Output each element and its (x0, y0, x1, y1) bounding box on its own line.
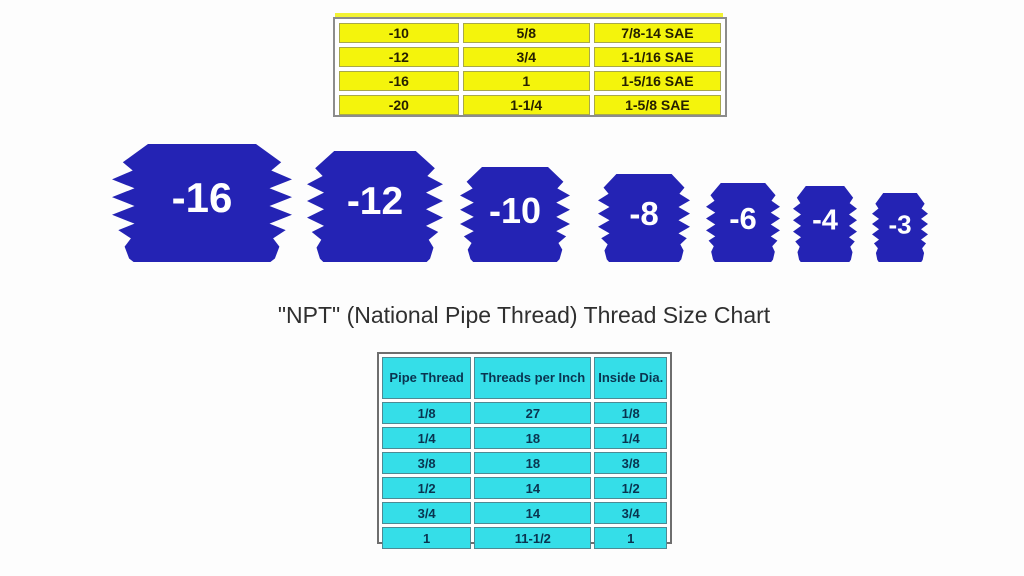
table-row: -12 3/4 1-1/16 SAE (339, 47, 721, 67)
table-cell: 7/8-14 SAE (593, 23, 721, 43)
fitting-label: -4 (812, 204, 838, 237)
table-cell: 1 (382, 527, 472, 549)
table-cell: -10 (339, 23, 459, 43)
table-cell: -20 (339, 95, 459, 115)
fitting-label: -8 (629, 195, 659, 233)
threaded-fitting-shape (112, 144, 292, 262)
fitting-dash10: -10 (460, 167, 570, 262)
table-cell: -16 (339, 71, 459, 91)
threaded-fitting-shape (598, 174, 690, 262)
sae-size-table-grid: -10 5/8 7/8-14 SAE -12 3/4 1-1/16 SAE -16 1 1-5/… (335, 19, 725, 119)
threaded-fitting-shape (793, 186, 857, 262)
table-cell: 27 (474, 402, 592, 424)
fitting-label: -10 (488, 189, 542, 231)
table-cell: 3/4 (462, 47, 590, 67)
table-cell: 5/8 (462, 23, 590, 43)
table-cell: 1 (462, 71, 590, 91)
table-cell: -12 (339, 47, 459, 67)
table-row: 1/4 18 1/4 (382, 427, 667, 449)
threaded-fitting-shape (706, 183, 780, 262)
fitting-dash8: -8 (598, 174, 690, 262)
table-cell: 3/4 (594, 502, 667, 524)
table-cell: 11-1/2 (474, 527, 592, 549)
table-cell: 3/4 (382, 502, 472, 524)
table-row: 1 11-1/2 1 (382, 527, 667, 549)
npt-table-body: 1/8 27 1/8 1/4 18 1/4 3/8 18 3/8 1/2 14 1/2 3/4 14 3/4… (382, 402, 667, 549)
table-cell: 1-5/16 SAE (593, 71, 721, 91)
table-row: 3/8 18 3/8 (382, 452, 667, 474)
npt-header-row: Pipe Thread Threads per Inch Inside Dia. (382, 357, 667, 399)
table-row: -20 1-1/4 1-5/8 SAE (339, 95, 721, 115)
table-cell: 1-1/4 (462, 95, 590, 115)
table-cell: 1-1/16 SAE (593, 47, 721, 67)
table-row: 1/8 27 1/8 (382, 402, 667, 424)
sae-size-table: -10 5/8 7/8-14 SAE -12 3/4 1-1/16 SAE -16 1 1-5/… (333, 17, 727, 117)
threaded-fitting-shape (460, 167, 570, 262)
page-title: "NPT" (National Pipe Thread) Thread Size… (277, 302, 771, 328)
table-cell: 3/8 (382, 452, 472, 474)
table-cell: 14 (474, 477, 592, 499)
fitting-label: -12 (346, 180, 404, 224)
fitting-dash4: -4 (793, 186, 857, 262)
column-header: Threads per Inch (474, 357, 592, 399)
column-header: Inside Dia. (594, 357, 667, 399)
fitting-dash16: -16 (112, 144, 292, 262)
table-cell: 1/8 (382, 402, 472, 424)
column-header: Pipe Thread (382, 357, 472, 399)
npt-thread-table: Pipe Thread Threads per Inch Inside Dia. 1… (377, 352, 672, 549)
table-cell: 3/8 (594, 452, 667, 474)
table-cell: 14 (474, 502, 592, 524)
fitting-dash3: -3 (872, 193, 928, 262)
sae-table-body: -10 5/8 7/8-14 SAE -12 3/4 1-1/16 SAE -16 1 1-5/… (339, 23, 721, 115)
table-cell: 1/4 (594, 427, 667, 449)
table-row: -10 5/8 7/8-14 SAE (339, 23, 721, 43)
table-cell: 18 (474, 452, 592, 474)
table-row: -16 1 1-5/16 SAE (339, 71, 721, 91)
table-cell: 1/2 (594, 477, 667, 499)
fitting-label: -16 (171, 174, 233, 222)
fitting-label: -6 (729, 201, 757, 237)
table-row: 1/2 14 1/2 (382, 477, 667, 499)
threaded-fitting-shape (307, 151, 443, 262)
table-cell: 1 (594, 527, 667, 549)
table-cell: 1/4 (382, 427, 472, 449)
table-cell: 18 (474, 427, 592, 449)
npt-thread-table-grid: Pipe Thread Threads per Inch Inside Dia. 1… (379, 354, 670, 552)
threaded-fitting-shape (872, 193, 928, 262)
fitting-dash6: -6 (706, 183, 780, 262)
table-row: 3/4 14 3/4 (382, 502, 667, 524)
fitting-label: -3 (888, 209, 912, 240)
table-cell: 1/2 (382, 477, 472, 499)
table-cell: 1/8 (594, 402, 667, 424)
table-cell: 1-5/8 SAE (593, 95, 721, 115)
fitting-dash12: -12 (307, 151, 443, 262)
